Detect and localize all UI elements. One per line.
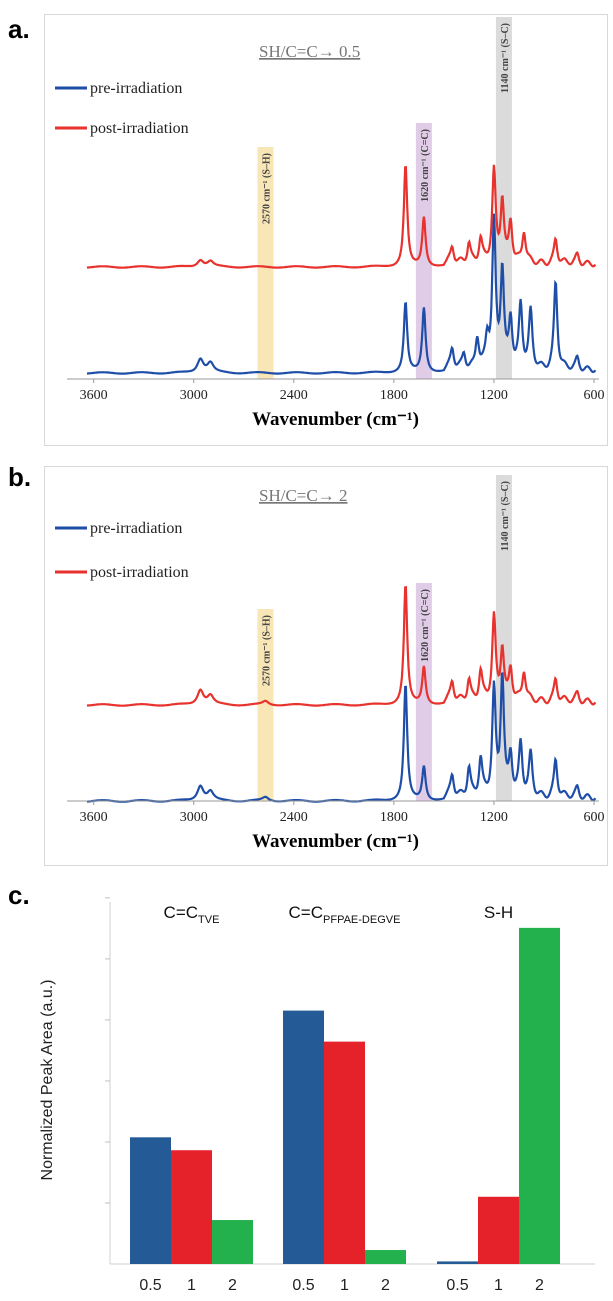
category-label: 2 — [381, 1277, 390, 1294]
bar-0-1 — [171, 1150, 212, 1264]
x-axis-label: Wavenumber (cm⁻¹) — [252, 831, 419, 852]
x-tick-label: 2400 — [280, 388, 308, 403]
legend-post-label: post-irradiation — [90, 120, 189, 137]
band-label-cc: 1620 cm⁻¹ (C=C) — [420, 589, 431, 662]
category-label: 2 — [228, 1277, 237, 1294]
group-label-subscript: PFPAE-DEGVE — [323, 914, 400, 926]
spectrum-panel-b: 2570 cm⁻¹ (S–H) 1620 cm⁻¹ (C=C) 1140 cm⁻¹ … — [44, 466, 608, 866]
spectrum-chart-a: 2570 cm⁻¹ (S–H) 1620 cm⁻¹ (C=C) 1140 cm⁻¹ … — [55, 17, 605, 430]
legend-pre-label: pre-irradiation — [90, 80, 182, 97]
spectrum-line-pre — [87, 213, 597, 375]
group-label: S-H — [484, 903, 513, 922]
bar-2-0 — [437, 1261, 478, 1264]
bar-0-2 — [212, 1220, 253, 1264]
bar-1-1 — [324, 1041, 365, 1264]
x-tick-label: 2400 — [280, 810, 308, 825]
x-tick-label: 1800 — [380, 810, 408, 825]
x-tick-label: 1800 — [380, 388, 408, 403]
spectrum-panel-a: 2570 cm⁻¹ (S–H) 1620 cm⁻¹ (C=C) 1140 cm⁻¹ … — [44, 14, 608, 446]
band-label-sc: 1140 cm⁻¹ (S–C) — [500, 23, 511, 93]
y-axis-title: Normalized Peak Area (a.u.) — [39, 980, 56, 1181]
bar-0-0 — [130, 1137, 171, 1264]
category-label: 1 — [494, 1277, 503, 1294]
x-tick-label: 600 — [584, 810, 605, 825]
band-cc — [415, 583, 432, 801]
spectrum-line-post — [86, 164, 597, 269]
bar-1-2 — [365, 1250, 406, 1264]
group-label-subscript: TVE — [198, 914, 219, 926]
x-tick-label: 600 — [584, 388, 605, 403]
x-tick-label: 1200 — [480, 810, 508, 825]
bar-2-2 — [519, 927, 560, 1264]
bar-chart-c: 0.512C=CTVE0.512C=CPFPAE-DEGVE0.512S-HSH… — [39, 897, 595, 1294]
band-cc — [415, 123, 432, 379]
x-tick-label: 3600 — [80, 388, 108, 403]
band-label-sc: 1140 cm⁻¹ (S–C) — [500, 481, 511, 551]
band-sh — [257, 147, 274, 379]
spectrum-line-post — [86, 586, 597, 707]
category-label: 1 — [340, 1277, 349, 1294]
band-sh — [257, 609, 274, 801]
panel-a-label: a. — [8, 14, 30, 44]
bar-2-1 — [478, 1196, 519, 1264]
band-label-sh: 2570 cm⁻¹ (S–H) — [261, 615, 272, 686]
legend-post-label: post-irradiation — [90, 564, 189, 581]
panel-title: SH/C=C→ 2 — [259, 486, 347, 505]
x-tick-label: 3000 — [180, 810, 208, 825]
band-label-sh: 2570 cm⁻¹ (S–H) — [261, 153, 272, 224]
panel-c-label: c. — [8, 880, 30, 910]
category-label: 0.5 — [292, 1277, 314, 1294]
category-label: 2 — [535, 1277, 544, 1294]
legend-pre-label: pre-irradiation — [90, 520, 182, 537]
spectrum-chart-b: 2570 cm⁻¹ (S–H) 1620 cm⁻¹ (C=C) 1140 cm⁻¹ … — [55, 475, 605, 852]
panel-b-label: b. — [8, 462, 32, 492]
category-label: 0.5 — [446, 1277, 468, 1294]
category-label: 0.5 — [139, 1277, 161, 1294]
spectrum-line-pre — [86, 672, 597, 803]
band-label-cc: 1620 cm⁻¹ (C=C) — [420, 129, 431, 202]
category-label: 1 — [187, 1277, 196, 1294]
panel-title: SH/C=C→ 0.5 — [259, 42, 360, 61]
bar-1-0 — [283, 1010, 324, 1264]
x-tick-label: 3600 — [80, 810, 108, 825]
x-axis-label: Wavenumber (cm⁻¹) — [252, 409, 419, 430]
group-label: C=CTVE — [164, 903, 220, 926]
x-tick-label: 1200 — [480, 388, 508, 403]
x-tick-label: 3000 — [180, 388, 208, 403]
group-label: C=CPFPAE-DEGVE — [289, 903, 401, 926]
